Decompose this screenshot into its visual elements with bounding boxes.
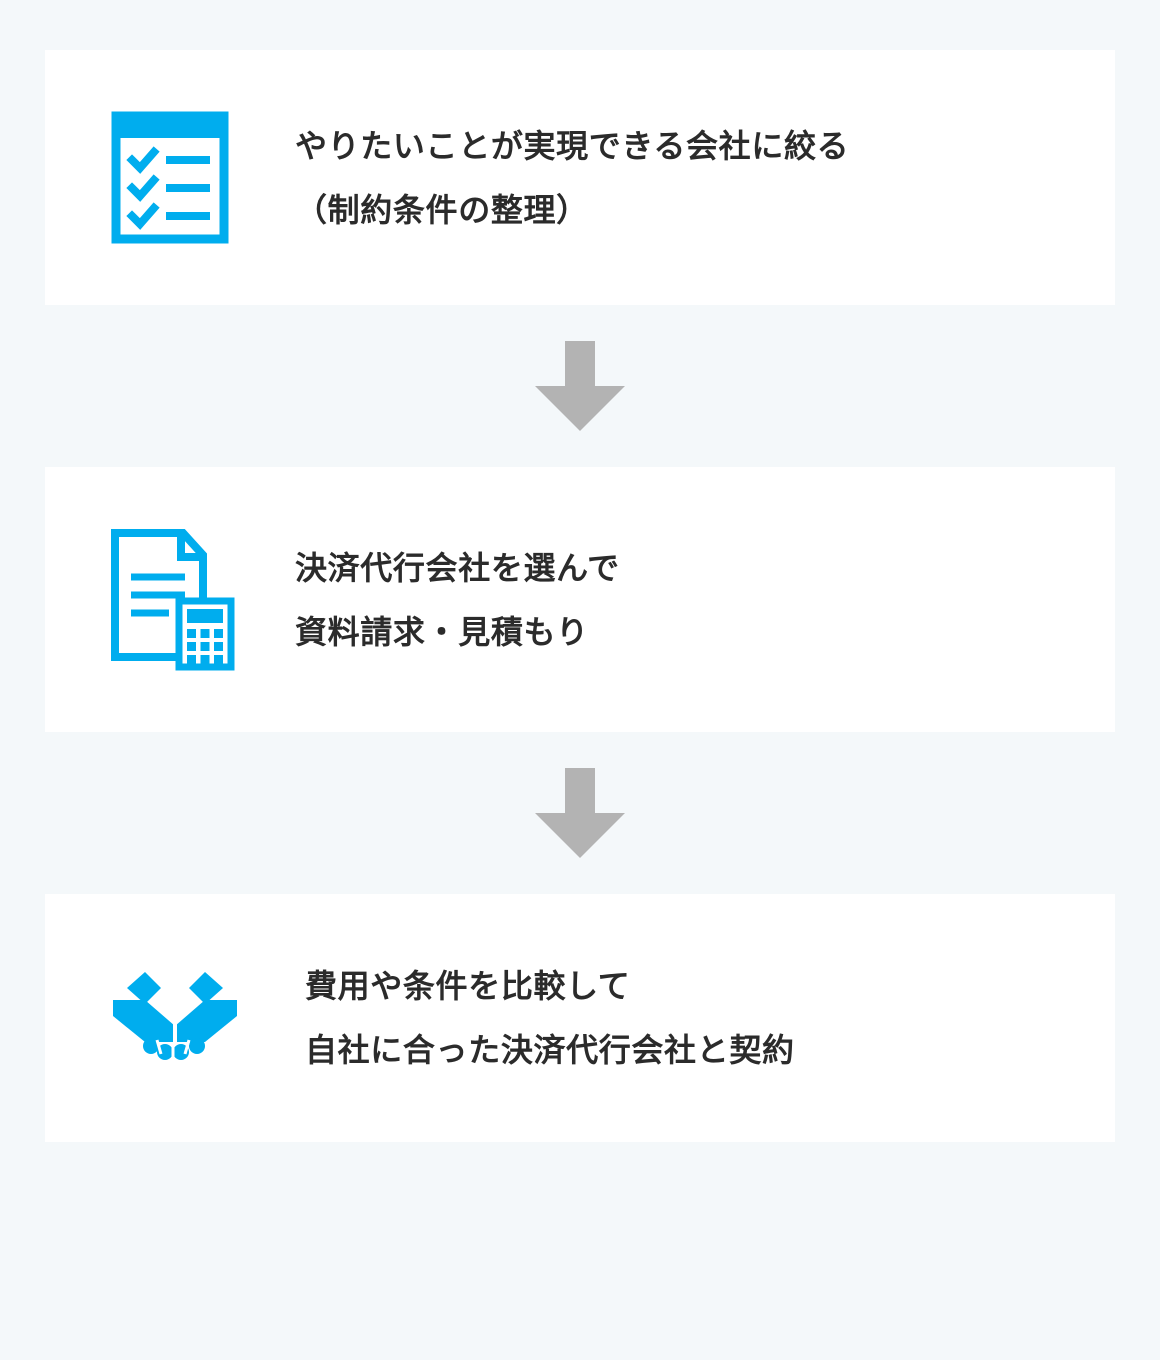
arrow-down-icon	[535, 768, 625, 858]
arrow-down-1	[535, 305, 625, 467]
step-text-1: やりたいことが実現できる会社に絞る （制約条件の整理）	[295, 114, 1065, 242]
step-card-3: 費用や条件を比較して 自社に合った決済代行会社と契約	[45, 894, 1115, 1142]
step-2-line-2: 資料請求・見積もり	[295, 600, 1065, 664]
checklist-icon	[105, 110, 235, 245]
step-text-3: 費用や条件を比較して 自社に合った決済代行会社と契約	[305, 954, 1065, 1082]
arrow-down-2	[535, 732, 625, 894]
step-card-2: 決済代行会社を選んで 資料請求・見積もり	[45, 467, 1115, 732]
handshake-icon	[105, 966, 245, 1071]
step-2-line-1: 決済代行会社を選んで	[295, 536, 1065, 600]
step-text-2: 決済代行会社を選んで 資料請求・見積もり	[295, 536, 1065, 664]
step-1-line-2: （制約条件の整理）	[295, 178, 1065, 242]
step-3-line-2: 自社に合った決済代行会社と契約	[305, 1018, 1065, 1082]
arrow-down-icon	[535, 341, 625, 431]
document-calculator-icon	[105, 527, 235, 672]
step-3-line-1: 費用や条件を比較して	[305, 954, 1065, 1018]
step-1-line-1: やりたいことが実現できる会社に絞る	[295, 114, 1065, 178]
process-flow: やりたいことが実現できる会社に絞る （制約条件の整理）	[45, 50, 1115, 1142]
step-card-1: やりたいことが実現できる会社に絞る （制約条件の整理）	[45, 50, 1115, 305]
